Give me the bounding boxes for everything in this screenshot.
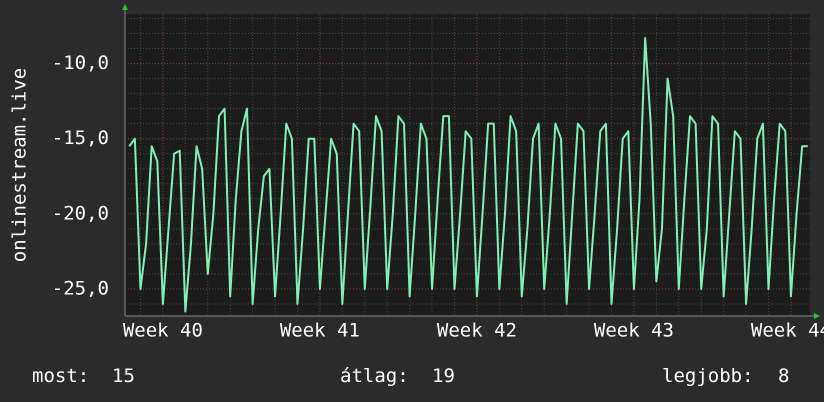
axis-arrow — [814, 313, 820, 319]
plot-area — [125, 14, 810, 316]
x-tick-label: Week 42 — [437, 320, 517, 342]
footer-label: most: — [32, 365, 89, 387]
footer: most: 15 átlag: 19 legjobb: 8 — [32, 365, 789, 387]
x-tick-label: Week 44 — [751, 320, 824, 342]
footer-value: 15 — [112, 365, 135, 387]
data-line — [128, 37, 808, 313]
footer-label: legjobb: — [662, 365, 754, 387]
footer-value: 8 — [778, 365, 789, 387]
y-tick-label: -20,0 — [52, 202, 109, 224]
y-tick-label: -10,0 — [52, 52, 109, 74]
footer-label: átlag: — [340, 365, 409, 387]
axis-arrow — [122, 4, 128, 10]
x-tick-label: Week 43 — [594, 320, 674, 342]
y-axis-label: onlinestream.live — [9, 68, 31, 262]
x-tick-label: Week 41 — [280, 320, 360, 342]
footer-value: 19 — [432, 365, 455, 387]
x-tick-label: Week 40 — [123, 320, 203, 342]
y-tick-label: -15,0 — [52, 127, 109, 149]
y-tick-label: -25,0 — [52, 277, 109, 299]
